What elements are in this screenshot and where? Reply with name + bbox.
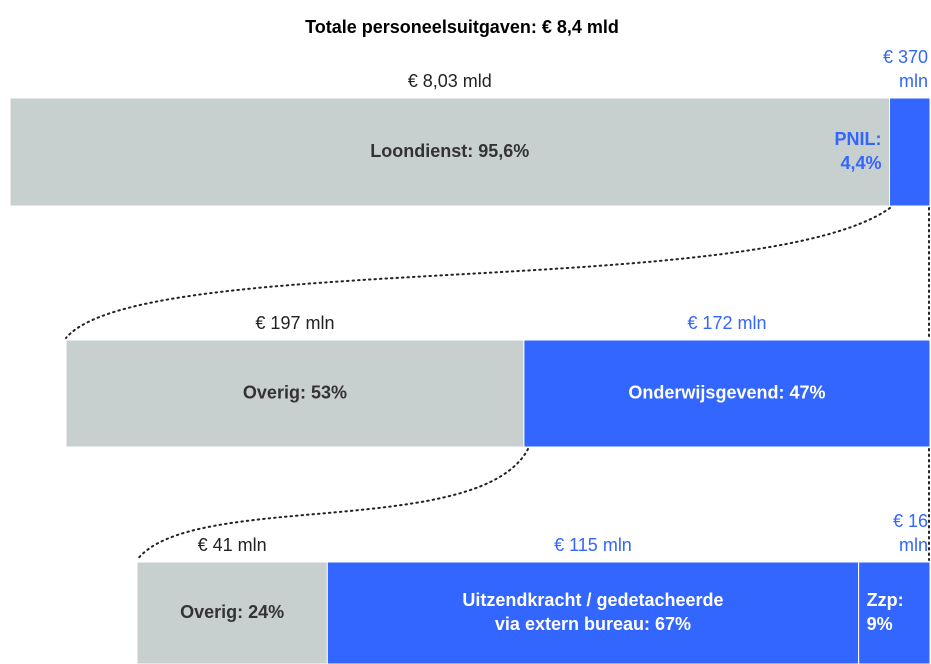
segment-label: Loondienst: 95,6% [370, 141, 529, 161]
segment [9, 97, 891, 207]
segment-label: Overig: 24% [180, 602, 284, 622]
segment [326, 561, 860, 664]
segment [858, 561, 931, 664]
amount: € 197 mln [255, 313, 334, 333]
segment [889, 97, 931, 207]
amount: € 16 [893, 511, 928, 531]
segment [523, 339, 931, 448]
amount: € 172 mln [687, 313, 766, 333]
connector [65, 207, 891, 339]
segment-label: via extern bureau: 67% [495, 614, 691, 634]
segment-label: Zzp: [867, 590, 904, 610]
segment-label: PNIL: [835, 129, 882, 149]
segment [136, 561, 328, 664]
segment-label: Onderwijsgevend: 47% [628, 382, 825, 402]
segment-label: Uitzendkracht / gedetacheerde [462, 590, 723, 610]
amount: € 115 mln [554, 535, 632, 555]
amount: € 8,03 mld [408, 71, 492, 91]
title: Totale personeelsuitgaven: € 8,4 mld [305, 17, 619, 37]
amount: € 370 [883, 47, 928, 67]
amount: mln [899, 535, 928, 555]
amount: mln [899, 71, 928, 91]
segment-label: Overig: 53% [243, 382, 347, 402]
segment-label: 4,4% [840, 153, 881, 173]
connectors [65, 207, 930, 561]
amount: € 41 mln [198, 535, 267, 555]
segment-label: 9% [867, 614, 893, 634]
connector [136, 448, 529, 561]
